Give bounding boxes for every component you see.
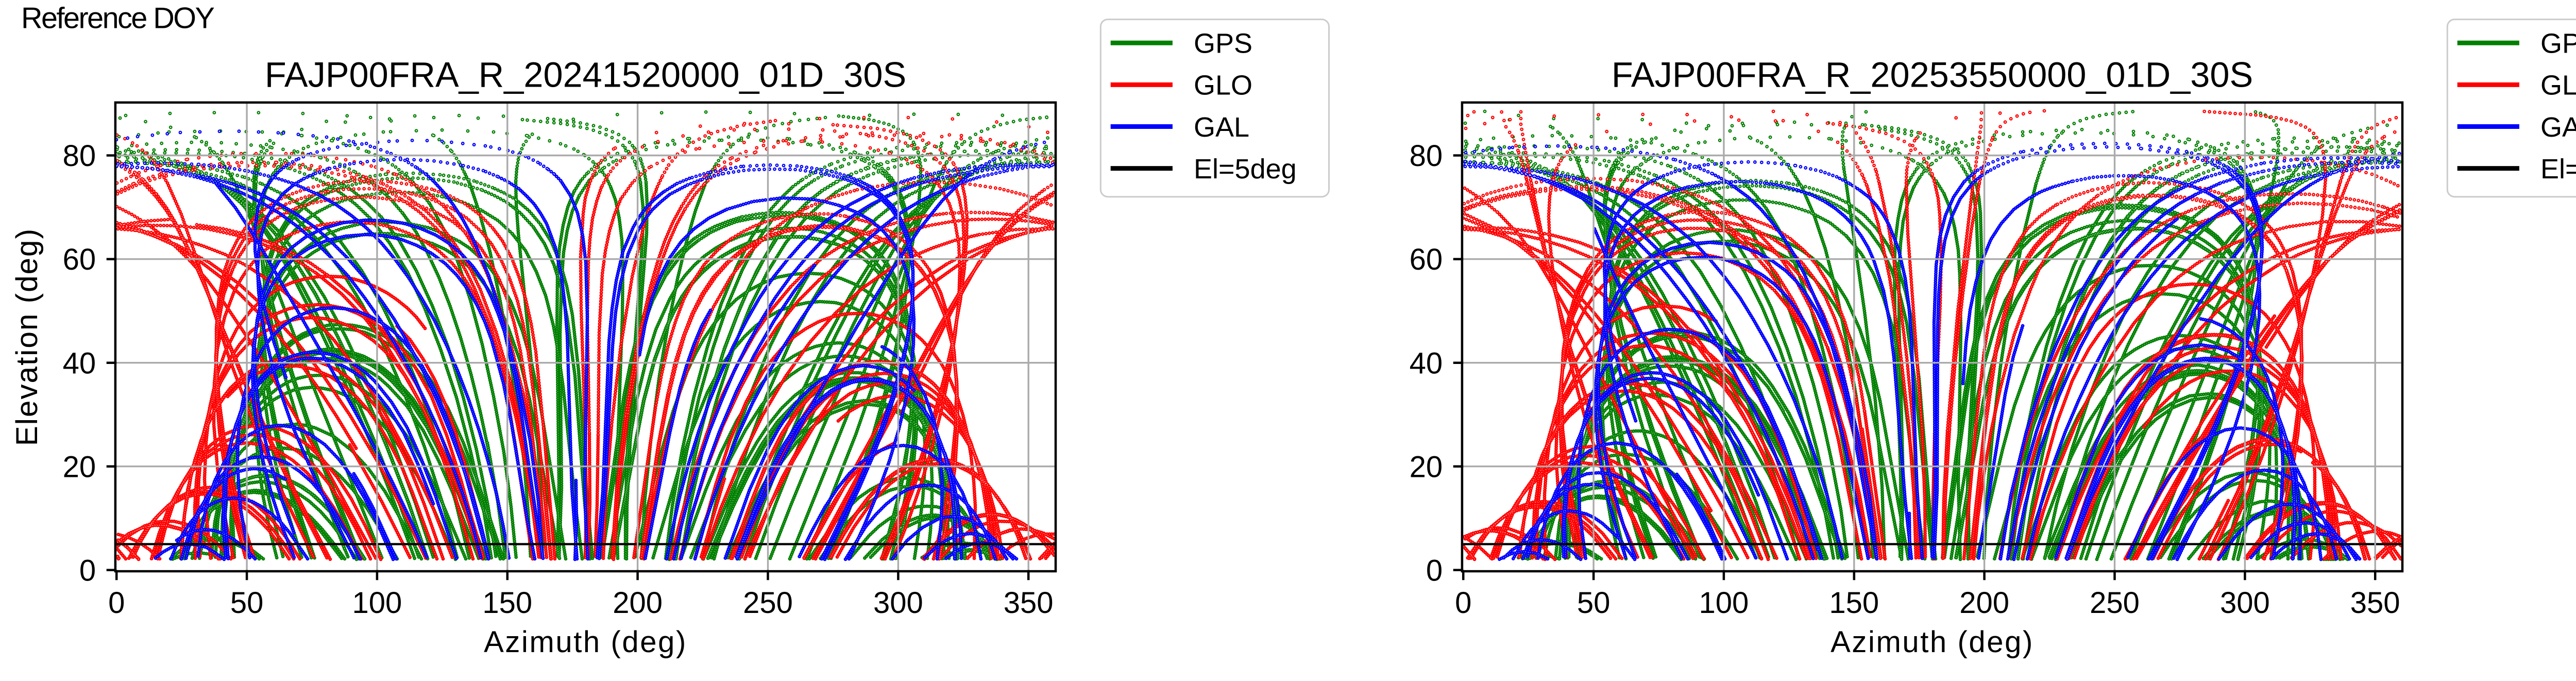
svg-text:0: 0 — [79, 554, 96, 587]
svg-text:20: 20 — [63, 450, 96, 484]
svg-text:150: 150 — [1829, 586, 1879, 620]
svg-text:250: 250 — [2090, 586, 2140, 620]
svg-text:20: 20 — [1410, 450, 1443, 484]
svg-text:Elevation (deg): Elevation (deg) — [10, 228, 44, 446]
svg-text:0: 0 — [1455, 586, 1471, 620]
svg-text:El=5deg: El=5deg — [1194, 154, 1297, 185]
svg-text:Reference DOY: Reference DOY — [21, 2, 215, 35]
svg-text:100: 100 — [1699, 586, 1749, 620]
svg-text:FAJP00FRA_R_20253550000_01D_30: FAJP00FRA_R_20253550000_01D_30S — [1612, 55, 2253, 95]
svg-text:Elevation (deg): Elevation (deg) — [10, 228, 44, 446]
svg-text:60: 60 — [63, 243, 96, 276]
svg-text:200: 200 — [613, 586, 663, 620]
svg-text:GLO: GLO — [2540, 70, 2576, 101]
svg-text:GAL: GAL — [1194, 112, 1249, 143]
svg-text:100: 100 — [352, 586, 402, 620]
svg-text:350: 350 — [1004, 586, 1054, 620]
svg-text:GPS: GPS — [2540, 28, 2576, 59]
svg-text:80: 80 — [1410, 139, 1443, 173]
svg-text:80: 80 — [63, 139, 96, 173]
svg-text:0: 0 — [108, 586, 125, 620]
svg-text:40: 40 — [1410, 346, 1443, 380]
svg-text:350: 350 — [2350, 586, 2400, 620]
svg-text:40: 40 — [63, 346, 96, 380]
svg-text:GLO: GLO — [1194, 70, 1252, 101]
svg-text:Azimuth (deg): Azimuth (deg) — [484, 625, 687, 659]
svg-text:200: 200 — [1959, 586, 2009, 620]
svg-text:50: 50 — [230, 586, 264, 620]
svg-text:GAL: GAL — [2540, 112, 2576, 143]
svg-text:Azimuth (deg): Azimuth (deg) — [1831, 625, 2034, 659]
svg-text:0: 0 — [1426, 554, 1443, 587]
svg-text:300: 300 — [873, 586, 923, 620]
svg-text:FAJP00FRA_R_20241520000_01D_30: FAJP00FRA_R_20241520000_01D_30S — [265, 55, 906, 95]
svg-text:150: 150 — [482, 586, 532, 620]
svg-text:60: 60 — [1410, 243, 1443, 276]
svg-text:50: 50 — [1577, 586, 1611, 620]
svg-text:El=5deg: El=5deg — [2540, 154, 2576, 185]
svg-text:300: 300 — [2220, 586, 2270, 620]
svg-text:GPS: GPS — [1194, 28, 1252, 59]
svg-text:250: 250 — [743, 586, 793, 620]
